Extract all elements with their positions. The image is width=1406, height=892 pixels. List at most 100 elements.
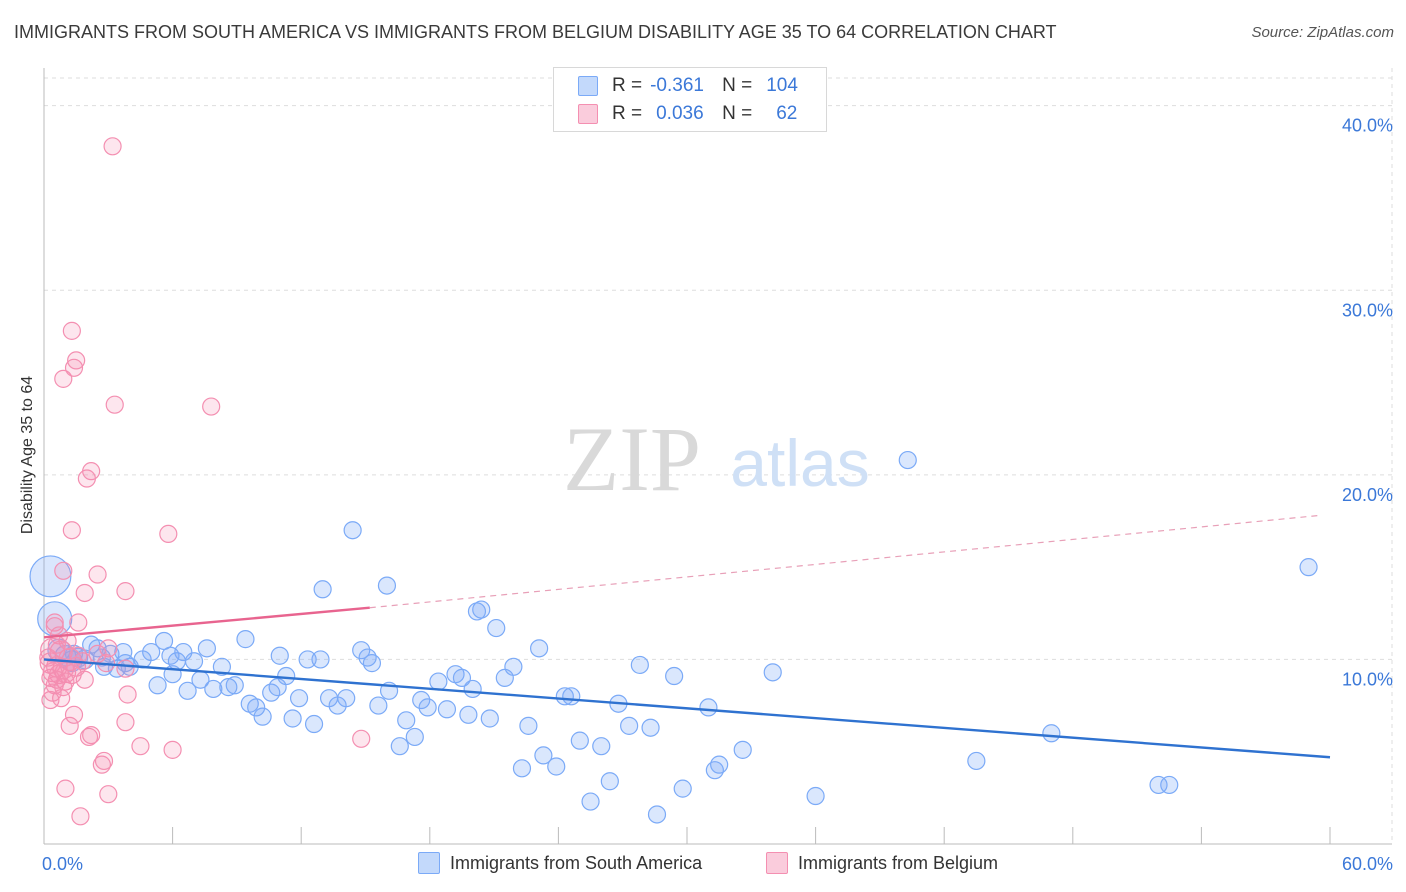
data-point-south-america	[29, 555, 72, 598]
data-point-belgium	[56, 779, 75, 798]
legend-r-label: R =	[612, 103, 643, 124]
data-point-south-america	[699, 698, 718, 717]
data-point-south-america	[369, 696, 388, 715]
series-legend: Immigrants from South America Immigrants…	[0, 852, 1406, 878]
trend-line-south-america	[43, 658, 1331, 759]
data-point-belgium	[54, 678, 73, 697]
data-point-belgium	[116, 713, 135, 732]
x-tick-label-max: 60.0%	[1342, 854, 1393, 874]
source-label: Source: ZipAtlas.com	[1251, 24, 1394, 41]
data-point-belgium	[54, 369, 73, 388]
data-point-south-america	[397, 711, 416, 730]
data-point-belgium	[116, 659, 135, 678]
data-point-south-america	[630, 655, 649, 675]
watermark: ZIP atlas	[563, 408, 870, 510]
data-point-belgium	[202, 397, 221, 416]
data-point-south-america	[459, 705, 478, 724]
data-point-south-america	[480, 709, 499, 728]
data-point-belgium	[45, 617, 64, 636]
data-point-south-america	[212, 657, 231, 676]
legend-item-south-america[interactable]: Immigrants from South America	[418, 852, 702, 874]
data-point-south-america	[1160, 775, 1179, 795]
data-point-south-america	[253, 707, 272, 726]
data-point-south-america	[452, 668, 472, 687]
legend-n-label: N =	[722, 103, 753, 124]
data-point-south-america	[570, 731, 589, 750]
data-point-belgium	[118, 685, 137, 704]
trend-line-belgium-extension	[369, 514, 1320, 609]
data-point-south-america	[592, 737, 611, 756]
data-point-belgium	[54, 561, 73, 580]
trend-line-belgium	[43, 606, 370, 639]
data-point-south-america	[487, 618, 506, 638]
legend-swatch-belgium	[766, 852, 788, 874]
legend-row-south-america: R = -0.361 N = 104	[578, 73, 798, 99]
data-point-belgium	[88, 565, 107, 584]
data-point-belgium	[77, 469, 96, 488]
data-point-belgium	[39, 648, 58, 667]
data-point-south-america	[562, 687, 581, 706]
data-point-south-america	[219, 678, 238, 697]
data-point-belgium	[116, 582, 135, 601]
legend-n-value-belgium: 62	[776, 103, 798, 124]
data-point-south-america	[504, 657, 523, 676]
watermark-zip: ZIP	[563, 408, 701, 510]
data-point-south-america	[534, 746, 553, 765]
data-point-south-america	[225, 676, 244, 695]
data-point-south-america	[1149, 775, 1168, 795]
data-point-south-america	[184, 652, 204, 671]
data-point-south-america	[555, 687, 574, 706]
data-point-south-america	[673, 779, 692, 798]
data-point-south-america	[806, 786, 825, 806]
legend-swatch-belgium	[578, 104, 598, 124]
data-point-belgium	[67, 351, 86, 370]
data-point-belgium	[105, 395, 124, 414]
data-point-belgium	[75, 583, 94, 603]
data-point-south-america	[304, 714, 324, 734]
series-belgium-points	[39, 137, 371, 826]
data-point-belgium	[103, 137, 122, 156]
data-point-south-america	[405, 727, 424, 747]
data-point-belgium	[163, 740, 182, 759]
data-point-south-america	[898, 450, 917, 470]
trend-lines	[43, 514, 1331, 759]
data-point-belgium	[99, 785, 118, 804]
data-point-south-america	[641, 718, 660, 737]
data-point-south-america	[467, 602, 487, 621]
series-south-america-points	[29, 450, 1318, 824]
legend-swatch-south-america	[418, 852, 440, 874]
data-point-south-america	[148, 676, 167, 695]
data-point-south-america	[437, 700, 457, 719]
legend-item-belgium[interactable]: Immigrants from Belgium	[766, 852, 998, 874]
data-point-south-america	[313, 580, 332, 599]
data-point-south-america	[647, 805, 667, 824]
data-point-south-america	[530, 639, 549, 658]
data-point-south-america	[277, 666, 296, 686]
legend-swatch-south-america	[578, 76, 598, 96]
data-point-belgium	[352, 729, 371, 748]
data-point-belgium	[82, 725, 101, 745]
data-point-south-america	[620, 716, 639, 735]
data-point-south-america	[418, 698, 437, 717]
tick-labels: 10.0% 20.0% 30.0% 40.0% 0.0% 60.0%	[42, 116, 1393, 874]
data-point-south-america	[710, 755, 729, 774]
data-point-south-america	[236, 630, 255, 649]
data-point-south-america	[142, 642, 161, 662]
grid-lines	[44, 68, 1393, 844]
data-point-south-america	[311, 650, 330, 669]
data-point-belgium	[64, 358, 84, 377]
data-point-south-america	[247, 698, 266, 717]
data-point-south-america	[600, 772, 619, 791]
correlation-legend: R = -0.361 N = 104 R = 0.036 N = 62	[553, 67, 827, 132]
data-point-belgium	[75, 670, 94, 689]
y-tick-label: 20.0%	[1342, 485, 1393, 505]
data-point-south-america	[178, 681, 197, 700]
data-point-south-america	[763, 663, 782, 682]
data-point-south-america	[298, 650, 317, 669]
data-point-south-america	[412, 690, 431, 710]
data-point-belgium	[159, 524, 178, 544]
data-point-south-america	[337, 689, 356, 708]
data-point-south-america	[116, 654, 135, 673]
data-point-south-america	[197, 639, 216, 658]
